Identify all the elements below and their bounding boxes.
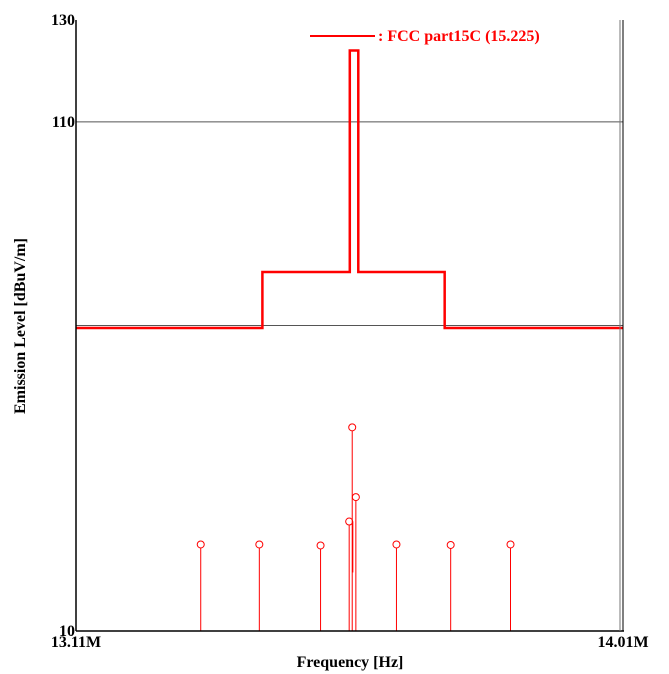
x-axis-title: Frequency [Hz] [297,654,404,671]
stem-marker-4 [348,423,357,432]
stem-marker-6 [392,540,401,549]
x-tick-label-1: 14.01M [597,634,648,651]
y-axis-title: Emission Level [dBuV/m] [12,238,29,414]
stem-marker-7 [446,540,455,549]
limit-line-series [76,49,623,330]
series-layer [76,49,623,631]
legend: : FCC part15C (15.225) [310,28,540,45]
y-tick-label-130: 130 [51,12,75,29]
plot-frame [75,20,624,632]
legend-label: : FCC part15C (15.225) [378,28,540,45]
stem-marker-0 [196,540,205,549]
tick-labels: 10 110 130 13.11M 14.01M [51,12,649,651]
stem-marker-2 [316,541,325,550]
x-tick-label-0: 13.11M [51,634,101,651]
y-tick-label-110: 110 [52,114,75,131]
stem-marker-5 [351,493,360,502]
stem-marker-8 [506,540,515,549]
stem-marker-1 [255,540,264,549]
stem-marker-3 [345,517,354,526]
y-tick-label-10: 10 [59,623,75,640]
